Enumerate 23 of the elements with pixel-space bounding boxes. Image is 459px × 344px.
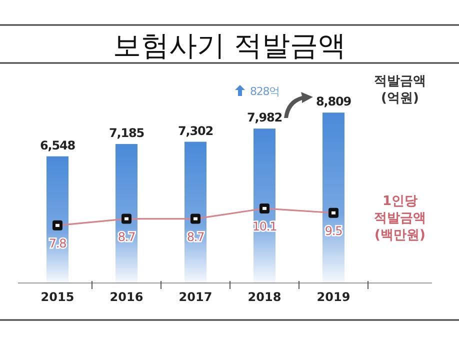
data-label: 7.8 (48, 236, 66, 250)
x-tick-label: 2017 (178, 290, 212, 304)
bar (184, 142, 206, 283)
data-label: 7,185 (109, 126, 144, 140)
x-tick-label: 2019 (316, 290, 350, 304)
data-label: 8,809 (316, 94, 352, 109)
text: 828억 (250, 85, 280, 98)
data-label: 7,982 (247, 110, 282, 125)
x-tick-label: 2016 (110, 290, 144, 304)
bar (322, 112, 344, 283)
data-label: 6,548 (40, 138, 76, 152)
bar (116, 144, 138, 283)
data-label: 8.7 (118, 230, 136, 244)
data-label: 8.7 (186, 230, 204, 244)
chart-title: 보험사기 적발금액 (113, 29, 346, 62)
text: 1인당 적발금액 (백만원) (374, 194, 426, 243)
x-tick-label: 2015 (40, 290, 74, 304)
data-label: 9.5 (324, 224, 342, 238)
text: 적발금액 (억원) (374, 74, 426, 106)
bar (46, 156, 68, 283)
data-label: 7,302 (178, 124, 214, 138)
x-tick-label: 2018 (248, 290, 282, 304)
bar (254, 128, 276, 283)
